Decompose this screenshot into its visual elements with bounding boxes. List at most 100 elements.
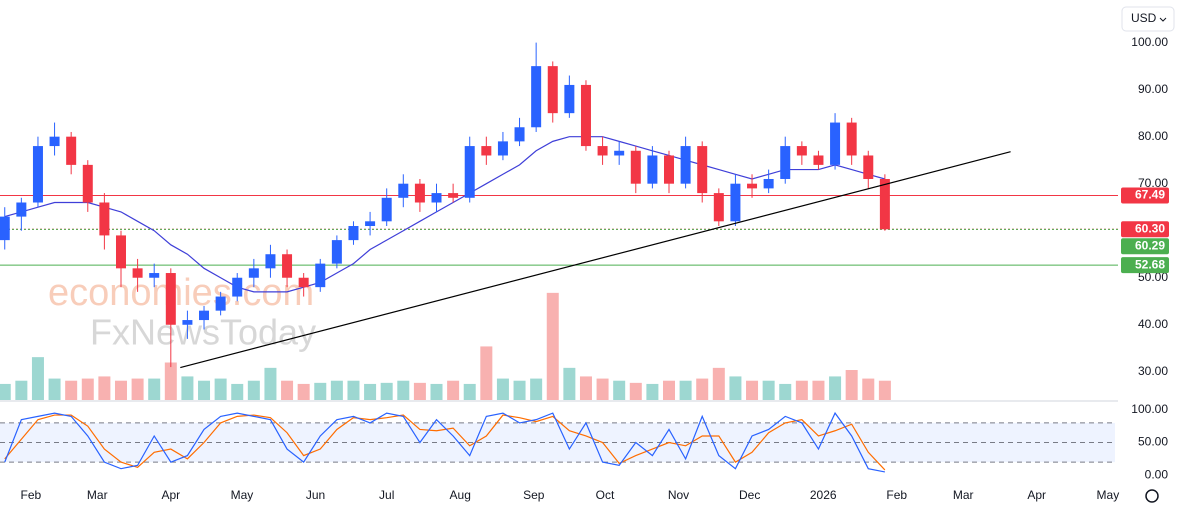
- level-label: 60.30: [1135, 221, 1165, 235]
- candle-body: [132, 268, 143, 278]
- candle-body: [830, 122, 841, 165]
- candle-body: [49, 136, 60, 147]
- volume-bar: [496, 378, 509, 400]
- volume-bar: [679, 380, 692, 400]
- volume-bar: [447, 380, 460, 400]
- candle-body: [248, 268, 259, 278]
- candle-body: [564, 84, 575, 114]
- volume-bar: [712, 367, 725, 400]
- candle-body: [481, 146, 492, 156]
- volume-bar: [164, 362, 177, 400]
- volume-bar: [65, 380, 78, 400]
- currency-button[interactable]: [1121, 6, 1175, 32]
- y-tick-label: 80.00: [1138, 129, 1168, 143]
- candle-body: [215, 296, 226, 311]
- trendline: [180, 151, 1011, 369]
- level-label-box: [1121, 221, 1169, 238]
- level-label: 52.68: [1135, 257, 1165, 271]
- candle-body: [115, 235, 126, 269]
- candle-body: [66, 136, 77, 165]
- candle-body: [398, 183, 409, 198]
- x-tick-label: May: [1097, 488, 1120, 502]
- volume-bar: [480, 346, 493, 400]
- level-label: 60.29: [1135, 238, 1165, 252]
- candle-body: [863, 155, 874, 179]
- candle-body: [82, 164, 93, 203]
- volume-bar: [729, 376, 742, 400]
- y-tick-label: 100.00: [1131, 35, 1168, 49]
- volume-bar: [330, 380, 343, 400]
- candle-body: [597, 146, 608, 156]
- volume-bar: [181, 376, 194, 400]
- volume-bar: [646, 383, 659, 400]
- level-label-box: [1121, 257, 1169, 274]
- x-tick-label: Mar: [953, 488, 974, 502]
- x-tick-label: 2026: [810, 488, 837, 502]
- candle-body: [780, 146, 791, 179]
- level-label: 67.49: [1135, 188, 1165, 202]
- candle-body: [165, 273, 176, 325]
- volume-bar: [314, 382, 327, 400]
- candle-body: [414, 183, 425, 203]
- candle-body: [763, 178, 774, 189]
- candle-body: [331, 240, 342, 264]
- volume-bar: [845, 370, 858, 400]
- candle-body: [315, 263, 326, 288]
- volume-bar: [264, 367, 277, 400]
- x-tick-label: Jul: [379, 488, 394, 502]
- volume-bar: [629, 382, 642, 400]
- volume-bar: [48, 378, 61, 400]
- candle-body: [16, 202, 27, 217]
- candle-body: [232, 277, 243, 297]
- y-tick-label: 50.00: [1138, 270, 1168, 284]
- volume-bar: [596, 378, 609, 400]
- x-tick-label: Nov: [668, 488, 689, 502]
- volume-bar: [696, 378, 709, 400]
- candle-body: [846, 122, 857, 156]
- candle-body: [747, 183, 758, 189]
- volume-bar: [380, 382, 393, 400]
- volume-bar: [463, 383, 476, 400]
- volume-bar: [762, 380, 775, 400]
- y-tick-label: 40.00: [1138, 317, 1168, 331]
- volume-bar: [779, 383, 792, 400]
- candle-body: [697, 146, 708, 194]
- candle-body: [630, 150, 641, 184]
- volume-bar: [413, 382, 426, 400]
- volume-bar: [862, 378, 875, 400]
- candle-body: [796, 146, 807, 156]
- stoch-tick-label: 100.00: [1131, 402, 1168, 416]
- volume-bar: [98, 376, 111, 400]
- candle-body: [464, 146, 475, 198]
- stoch-tick-label: 0.00: [1145, 467, 1169, 481]
- volume-bar: [878, 380, 891, 400]
- settings-icon[interactable]: [1145, 489, 1159, 503]
- candle-body: [614, 150, 625, 156]
- candle-body: [664, 155, 674, 184]
- volume-bar: [81, 378, 94, 400]
- candle-body: [298, 277, 309, 288]
- x-tick-label: Feb: [20, 488, 41, 502]
- level-label-box: [1121, 187, 1169, 204]
- x-tick-label: Apr: [1027, 488, 1046, 502]
- volume-bar: [114, 380, 127, 400]
- x-tick-label: Feb: [886, 488, 907, 502]
- level-label-box: [1121, 238, 1169, 255]
- candle-body: [580, 84, 591, 147]
- volume-bar: [546, 292, 559, 400]
- volume-bar: [795, 380, 808, 400]
- candle-body: [149, 273, 160, 278]
- volume-bar: [231, 383, 244, 400]
- candle-body: [365, 221, 376, 227]
- candle-body: [282, 254, 293, 278]
- x-tick-label: Dec: [739, 488, 760, 502]
- volume-bar: [0, 383, 11, 400]
- candle-body: [879, 178, 890, 230]
- currency-label: USD: [1131, 11, 1157, 25]
- moving-average: [4, 136, 886, 293]
- x-tick-label: Aug: [450, 488, 471, 502]
- volume-bar: [281, 380, 294, 400]
- volume-bar: [31, 357, 44, 400]
- candle-body: [199, 310, 210, 321]
